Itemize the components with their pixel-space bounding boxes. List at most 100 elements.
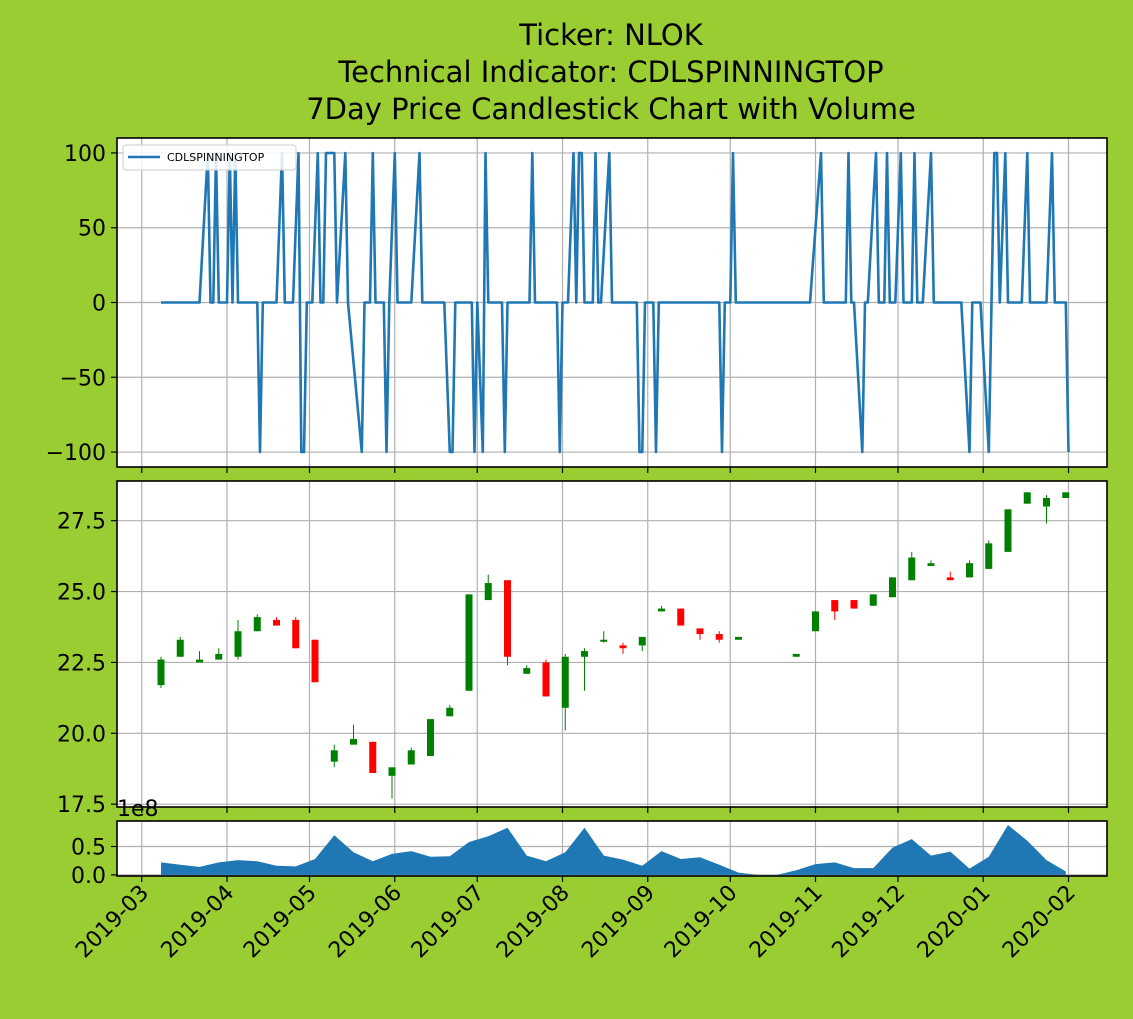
price-candle	[1043, 495, 1050, 524]
indicator-panel: 100 50 0 −50 −100 CDLSPINNINGTOP	[46, 137, 1108, 473]
indicator-y-tick-label: 0	[92, 292, 106, 317]
price-candle	[330, 744, 338, 768]
volume-area	[161, 825, 1066, 875]
price-frame	[116, 480, 1108, 808]
candle-body	[619, 645, 627, 649]
price-candle	[966, 560, 973, 578]
candle-body	[889, 577, 896, 598]
candle-body	[465, 594, 473, 691]
candle-body	[908, 557, 916, 581]
legend-box	[122, 144, 297, 171]
candle-body	[1004, 509, 1012, 552]
candle-body	[1023, 492, 1031, 504]
candle-body	[427, 719, 434, 756]
price-y-tick-label: 17.5	[57, 793, 106, 818]
candle-body	[157, 659, 165, 686]
candle-body	[869, 594, 877, 606]
candle-body	[1062, 492, 1070, 499]
candle-body	[600, 639, 608, 642]
price-candle	[946, 571, 954, 581]
price-candle	[600, 631, 608, 643]
candle-body	[253, 617, 261, 632]
price-candle	[407, 747, 415, 765]
price-candle	[465, 594, 473, 691]
price-candle	[831, 600, 839, 620]
price-panel: 17.5 20.0 22.5 25.0 27.5	[57, 480, 1108, 818]
candle-body	[330, 750, 338, 762]
candle-body	[638, 636, 646, 646]
indicator-frame	[116, 137, 1108, 468]
candle-body	[292, 619, 300, 649]
price-candle	[484, 574, 492, 601]
volume-y-tick-label: 0.0	[71, 864, 106, 889]
candle-body	[350, 738, 357, 745]
candle-body	[927, 563, 935, 567]
price-candle	[504, 580, 511, 666]
price-y-tick-label: 27.5	[57, 510, 106, 535]
candle-body	[176, 639, 184, 657]
legend-label-cdlspinningtop: CDLSPINNINGTOP	[167, 151, 265, 164]
candle-body	[215, 653, 223, 660]
indicator-y-tick-label: 100	[64, 142, 106, 167]
price-candle	[542, 659, 550, 697]
price-candle	[157, 656, 165, 688]
indicator-y-tick-label: −50	[60, 366, 106, 391]
candle-body	[677, 608, 685, 626]
price-candle	[581, 648, 588, 691]
price-candle	[677, 608, 685, 626]
price-candle	[985, 540, 993, 569]
price-candle	[523, 665, 531, 674]
indicator-y-tick-label: 50	[78, 217, 106, 242]
price-candle	[735, 636, 742, 640]
candle-body	[369, 741, 377, 773]
price-candle	[196, 651, 203, 663]
price-candle	[369, 741, 377, 773]
title-line-1: Ticker: NLOK	[518, 18, 703, 52]
candle-body	[581, 651, 588, 657]
price-candle	[292, 617, 300, 649]
price-y-tick-label: 22.5	[57, 651, 106, 676]
candle-body	[946, 577, 954, 581]
candle-body	[234, 631, 242, 657]
candle-body	[792, 653, 800, 657]
price-plot-area	[117, 481, 1107, 807]
candle-body	[388, 767, 396, 776]
price-candle	[427, 719, 434, 756]
indicator-legend: CDLSPINNINGTOP	[122, 144, 297, 171]
title-line-3: 7Day Price Candlestick Chart with Volume	[306, 92, 916, 126]
price-candle	[812, 611, 819, 632]
price-candle	[311, 639, 319, 683]
price-y-tick-label: 25.0	[57, 581, 106, 606]
price-candle	[273, 617, 280, 626]
price-candle	[350, 724, 357, 745]
candle-body	[850, 600, 858, 609]
volume-frame	[116, 820, 1108, 877]
candle-body	[311, 639, 319, 683]
price-candle	[234, 619, 242, 660]
price-candle	[176, 636, 184, 657]
candle-body	[715, 634, 723, 640]
price-candle	[1062, 492, 1070, 499]
price-candle	[638, 636, 646, 652]
candle-body	[985, 543, 993, 569]
price-candle	[869, 594, 877, 606]
candle-body	[407, 750, 415, 765]
candle-body	[1043, 498, 1050, 507]
price-candle	[1004, 509, 1012, 552]
cdlspinningtop-series-line	[161, 151, 1070, 454]
candle-body	[446, 707, 454, 717]
price-candle	[908, 551, 916, 581]
price-candle	[388, 767, 396, 799]
candle-body	[735, 636, 742, 640]
chart-title: Ticker: NLOK Technical Indicator: CDLSPI…	[306, 18, 916, 126]
price-candle	[215, 648, 223, 660]
candle-body	[504, 580, 511, 657]
candle-body	[658, 608, 665, 612]
price-candle	[561, 653, 569, 731]
price-candle	[927, 560, 935, 567]
price-candle	[696, 628, 704, 640]
candle-body	[484, 583, 492, 601]
price-candle	[715, 631, 723, 643]
candle-body	[523, 668, 531, 674]
